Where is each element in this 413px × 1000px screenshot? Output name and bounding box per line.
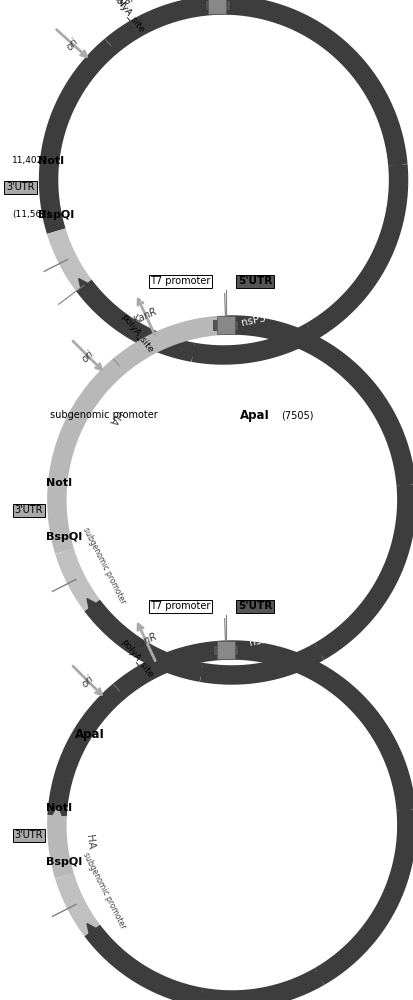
FancyBboxPatch shape: [216, 316, 234, 334]
Text: subgenomic promoter: subgenomic promoter: [81, 850, 127, 930]
Polygon shape: [208, 0, 225, 13]
Text: 3'UTR: 3'UTR: [14, 505, 43, 515]
Text: subgenomic promoter: subgenomic promoter: [81, 525, 127, 605]
Text: NotI: NotI: [38, 155, 64, 165]
Text: ori: ori: [64, 36, 81, 52]
Text: polyA_site: polyA_site: [110, 0, 146, 34]
Text: nsP3: nsP3: [248, 958, 274, 973]
Text: 11,402): 11,402): [12, 156, 46, 165]
Polygon shape: [185, 346, 202, 361]
Text: 3'UTR: 3'UTR: [6, 182, 35, 192]
Text: 3'UTR: 3'UTR: [14, 830, 43, 840]
Text: ApaI: ApaI: [74, 728, 104, 741]
Polygon shape: [311, 641, 330, 656]
Text: T7 promoter: T7 promoter: [150, 276, 210, 286]
Text: HA: HA: [83, 834, 95, 850]
Text: nsP3: nsP3: [240, 313, 266, 328]
FancyBboxPatch shape: [208, 0, 226, 14]
Polygon shape: [397, 801, 412, 818]
Polygon shape: [397, 476, 412, 493]
Text: nsP2: nsP2: [351, 872, 371, 899]
Text: nsP4: nsP4: [147, 614, 173, 635]
FancyBboxPatch shape: [213, 645, 237, 655]
Text: KanR: KanR: [132, 631, 159, 651]
Polygon shape: [303, 321, 321, 336]
Text: nsP1: nsP1: [311, 378, 336, 402]
Text: KanR: KanR: [132, 306, 159, 326]
Text: 5'UTR: 5'UTR: [237, 276, 271, 286]
Text: BspQI: BspQI: [46, 857, 82, 867]
Text: ori: ori: [80, 348, 96, 365]
Text: BspQI: BspQI: [46, 532, 82, 542]
FancyBboxPatch shape: [216, 641, 234, 659]
FancyBboxPatch shape: [213, 320, 237, 330]
Text: HA: HA: [106, 409, 122, 427]
Polygon shape: [49, 807, 64, 825]
Polygon shape: [216, 643, 234, 658]
Text: BspQI: BspQI: [38, 210, 74, 220]
Text: ori: ori: [80, 673, 96, 690]
Text: 5'UTR: 5'UTR: [237, 601, 271, 611]
Text: Spike: Spike: [94, 83, 118, 112]
Polygon shape: [389, 156, 404, 173]
Text: nsP4: nsP4: [138, 294, 165, 315]
Text: NotI: NotI: [46, 803, 72, 813]
Text: polyA_site: polyA_site: [119, 312, 154, 354]
Polygon shape: [216, 318, 234, 333]
Polygon shape: [311, 966, 330, 981]
Text: nsP1: nsP1: [302, 58, 328, 82]
Text: nsP2: nsP2: [343, 227, 363, 254]
Polygon shape: [87, 599, 103, 617]
Text: nsP3: nsP3: [248, 633, 274, 648]
Text: nsP2: nsP2: [351, 547, 371, 574]
Text: nsP4: nsP4: [147, 939, 173, 960]
Polygon shape: [78, 279, 95, 297]
Text: (7505): (7505): [281, 410, 313, 420]
Text: RBD: RBD: [119, 712, 141, 735]
Text: KanR: KanR: [118, 0, 145, 9]
Text: NotI: NotI: [46, 479, 72, 488]
Text: nsP1: nsP1: [311, 703, 336, 727]
FancyBboxPatch shape: [204, 0, 229, 10]
Text: subgenomic promoter: subgenomic promoter: [50, 410, 157, 420]
Polygon shape: [193, 666, 211, 681]
Text: ApaI: ApaI: [240, 408, 269, 422]
Text: T7 promoter: T7 promoter: [150, 601, 210, 611]
Text: polyA_site: polyA_site: [119, 637, 154, 679]
Polygon shape: [193, 991, 211, 1000]
Text: (11,562): (11,562): [12, 210, 50, 219]
Polygon shape: [87, 924, 103, 942]
